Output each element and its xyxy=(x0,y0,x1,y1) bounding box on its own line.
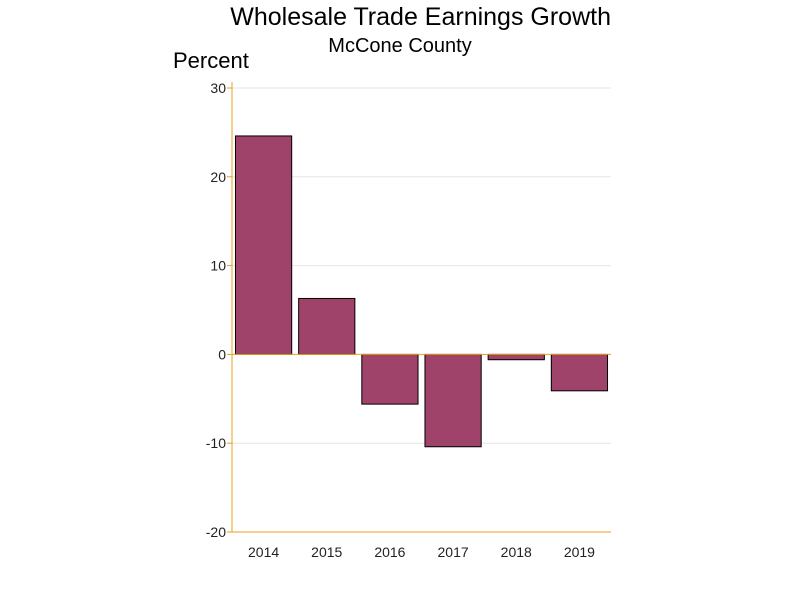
x-tick-label: 2017 xyxy=(438,544,469,560)
y-tick-label: 20 xyxy=(210,169,226,185)
bar-2017 xyxy=(424,353,482,448)
bar-2015 xyxy=(298,297,356,355)
axes xyxy=(227,82,611,533)
y-tick-label: 10 xyxy=(210,258,226,274)
y-axis-label: Percent xyxy=(173,48,249,73)
bar-2016 xyxy=(361,353,419,405)
x-tick-label: 2019 xyxy=(564,544,595,560)
y-tick-label: 30 xyxy=(210,80,226,96)
bar-2018 xyxy=(487,353,545,361)
bar-2019 xyxy=(550,353,609,392)
gridlines xyxy=(232,87,611,444)
x-tick-label: 2014 xyxy=(248,544,279,560)
tick-labels: 30 20 10 0 -10 -20 2014 2015 2016 2017 2018 2019 xyxy=(206,80,595,560)
bar-2014 xyxy=(234,135,293,355)
y-tick-label: -10 xyxy=(206,435,226,451)
y-tick-label: -20 xyxy=(206,524,226,540)
x-tick-label: 2018 xyxy=(501,544,532,560)
x-tick-label: 2015 xyxy=(311,544,342,560)
chart-title: Wholesale Trade Earnings Growth xyxy=(230,3,611,31)
y-tick-label: 0 xyxy=(218,346,226,362)
x-tick-label: 2016 xyxy=(374,544,405,560)
bars xyxy=(234,135,609,448)
chart-subtitle: McCone County xyxy=(328,35,471,57)
